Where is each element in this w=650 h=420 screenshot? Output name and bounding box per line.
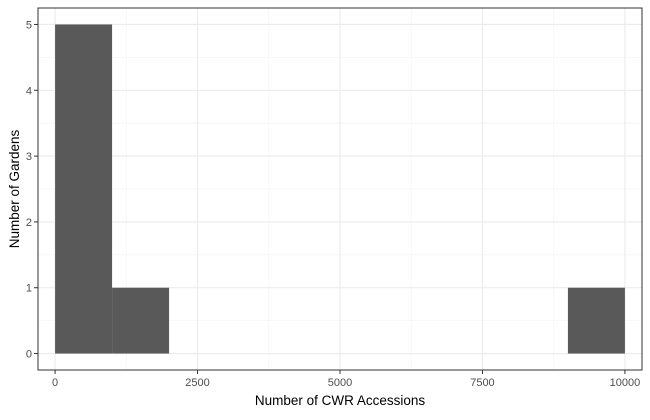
y-tick-label: 4 xyxy=(26,85,32,97)
histogram-bar xyxy=(112,287,170,354)
y-axis-ticks: 0 1 2 3 4 5 xyxy=(26,19,38,361)
histogram-bars xyxy=(55,24,625,354)
x-tick-label: 7500 xyxy=(470,377,494,389)
y-tick-label: 5 xyxy=(26,19,32,31)
x-tick-label: 10000 xyxy=(610,377,641,389)
y-axis-title: Number of Gardens xyxy=(7,129,22,248)
y-tick-label: 1 xyxy=(26,283,32,295)
x-tick-label: 2500 xyxy=(185,377,209,389)
histogram-bar xyxy=(567,287,625,354)
x-tick-label: 0 xyxy=(52,377,58,389)
x-axis-title: Number of CWR Accessions xyxy=(255,393,426,408)
histogram-bar xyxy=(55,24,113,354)
y-tick-label: 0 xyxy=(26,349,32,361)
y-tick-label: 2 xyxy=(26,217,32,229)
x-tick-label: 5000 xyxy=(328,377,352,389)
y-tick-label: 3 xyxy=(26,151,32,163)
x-axis-ticks: 0 2500 5000 7500 10000 xyxy=(52,370,640,389)
